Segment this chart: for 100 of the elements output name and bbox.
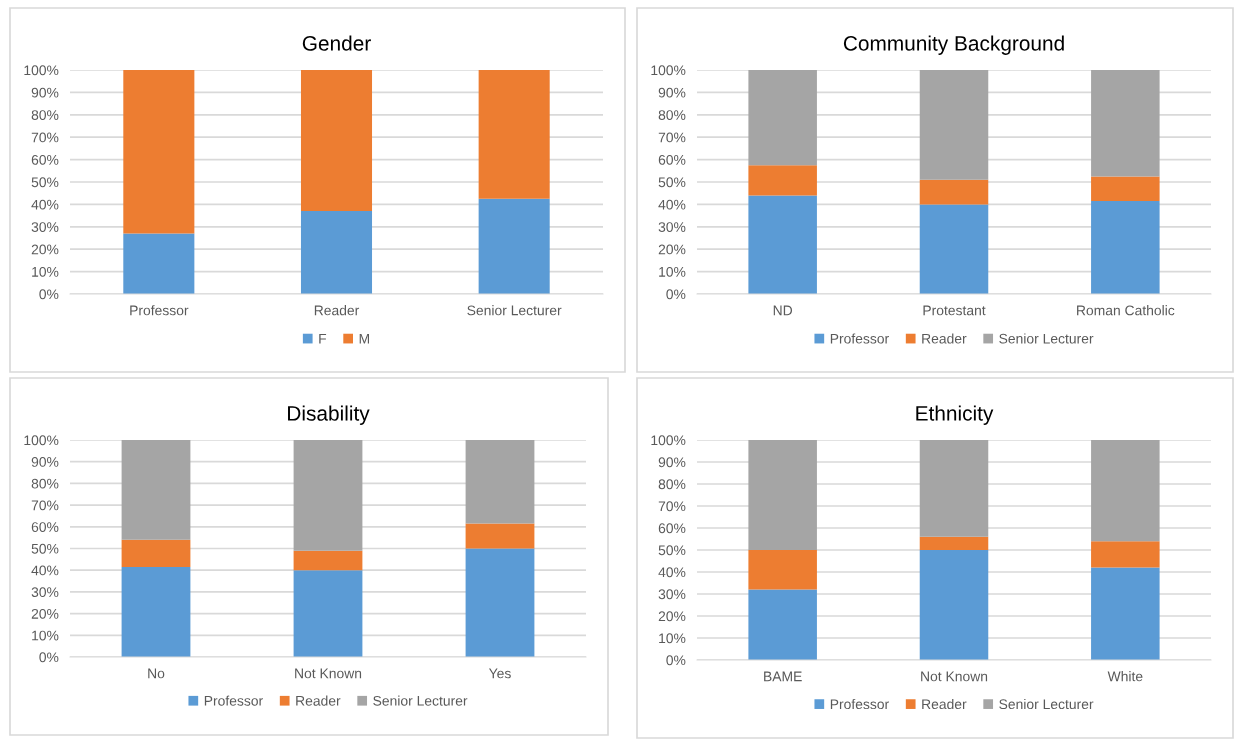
y-tick-label: 100%: [651, 435, 686, 446]
x-tick-label: Senior Lecturer: [467, 305, 562, 316]
bar: [121, 440, 191, 540]
x-tick-label: ND: [773, 305, 793, 316]
y-tick-label: 0%: [666, 289, 686, 300]
bar: [293, 440, 363, 551]
y-tick-label: 10%: [659, 633, 686, 644]
legend-label: Professor: [830, 333, 889, 344]
bar: [1091, 176, 1160, 202]
y-tick-label: 100%: [24, 65, 59, 76]
y-tick-label: 80%: [658, 110, 686, 120]
bar: [748, 195, 817, 294]
bar: [123, 70, 195, 234]
bar: [478, 70, 550, 199]
legend-label: F: [319, 333, 327, 344]
y-tick-label: 60%: [658, 523, 686, 534]
y-tick-label: 90%: [31, 87, 59, 98]
bar: [293, 550, 363, 571]
bar: [300, 70, 373, 212]
x-tick-label: Professor: [130, 305, 189, 316]
bar: [293, 570, 363, 657]
bar: [919, 179, 989, 205]
y-tick-label: 70%: [658, 501, 686, 512]
y-tick-label: 50%: [658, 545, 686, 556]
bar: [748, 70, 817, 166]
bar: [300, 211, 373, 294]
y-tick-label: 20%: [31, 244, 59, 255]
chart-title: Ethnicity: [916, 405, 994, 425]
bar: [1091, 440, 1160, 542]
y-tick-label: 10%: [32, 630, 59, 641]
y-tick-label: 60%: [31, 154, 59, 165]
y-tick-label: 100%: [24, 435, 59, 446]
x-tick-label: Not Known: [295, 668, 362, 679]
bar: [748, 589, 817, 660]
bar: [465, 523, 535, 549]
bar: [465, 548, 535, 657]
y-tick-label: 10%: [32, 266, 59, 277]
y-tick-label: 90%: [658, 87, 686, 98]
y-tick-label: 90%: [31, 457, 59, 467]
bar: [748, 550, 817, 590]
legend-label: Professor: [830, 698, 889, 710]
bar: [1091, 70, 1160, 177]
bar: [919, 70, 989, 180]
bar: [919, 204, 989, 294]
x-tick-label: Not Known: [921, 671, 988, 682]
y-tick-label: 50%: [31, 177, 59, 188]
y-tick-label: 70%: [658, 132, 686, 143]
y-tick-label: 70%: [31, 132, 59, 143]
y-tick-label: 60%: [31, 522, 59, 532]
bar: [1091, 541, 1160, 568]
y-tick-label: 0%: [666, 655, 686, 666]
x-tick-label: Roman Catholic: [1077, 305, 1175, 316]
y-tick-label: 90%: [658, 457, 686, 468]
y-tick-label: 10%: [659, 266, 686, 277]
bar: [121, 539, 191, 567]
y-tick-label: 80%: [31, 110, 59, 120]
legend-label: Reader: [296, 695, 341, 706]
y-tick-label: 0%: [39, 289, 59, 300]
y-tick-label: 30%: [31, 587, 59, 598]
y-tick-label: 0%: [39, 652, 59, 663]
legend-label: Professor: [204, 695, 263, 706]
y-tick-label: 50%: [658, 177, 686, 188]
y-tick-label: 40%: [658, 199, 686, 210]
legend-label: Reader: [922, 698, 967, 710]
legend-label: Senior Lecturer: [999, 333, 1094, 344]
chart-title: Community Background: [843, 35, 1064, 55]
y-tick-label: 20%: [658, 244, 686, 255]
legend-label: Senior Lecturer: [373, 695, 468, 706]
y-tick-label: 20%: [658, 611, 686, 622]
chart-title: Gender: [302, 35, 371, 51]
bar: [121, 566, 191, 657]
bar: [748, 440, 817, 550]
y-tick-label: 80%: [31, 478, 59, 489]
y-tick-label: 40%: [658, 567, 686, 578]
bar: [1091, 201, 1160, 294]
y-tick-label: 30%: [658, 589, 686, 600]
y-tick-label: 70%: [31, 500, 59, 511]
legend-label: M: [359, 333, 369, 344]
x-tick-label: No: [148, 668, 165, 679]
x-tick-label: BAME: [764, 671, 802, 682]
y-tick-label: 30%: [658, 222, 686, 232]
x-tick-label: Protestant: [923, 305, 986, 316]
bar: [123, 233, 195, 294]
legend-label: Reader: [922, 333, 967, 344]
y-tick-label: 80%: [658, 479, 686, 490]
bar: [748, 165, 817, 196]
bar: [478, 198, 550, 294]
bar: [465, 440, 535, 524]
y-tick-label: 100%: [651, 65, 686, 76]
bar: [919, 550, 989, 660]
y-tick-label: 40%: [31, 565, 59, 576]
y-tick-label: 20%: [31, 608, 59, 619]
x-tick-label: Yes: [488, 668, 511, 679]
bar: [1091, 567, 1160, 660]
legend-label: Senior Lecturer: [999, 698, 1094, 710]
y-tick-label: 50%: [31, 543, 59, 554]
bar: [919, 440, 989, 537]
chart-title: Disability: [288, 405, 370, 425]
y-tick-label: 40%: [31, 199, 59, 210]
x-tick-label: Reader: [314, 305, 360, 316]
